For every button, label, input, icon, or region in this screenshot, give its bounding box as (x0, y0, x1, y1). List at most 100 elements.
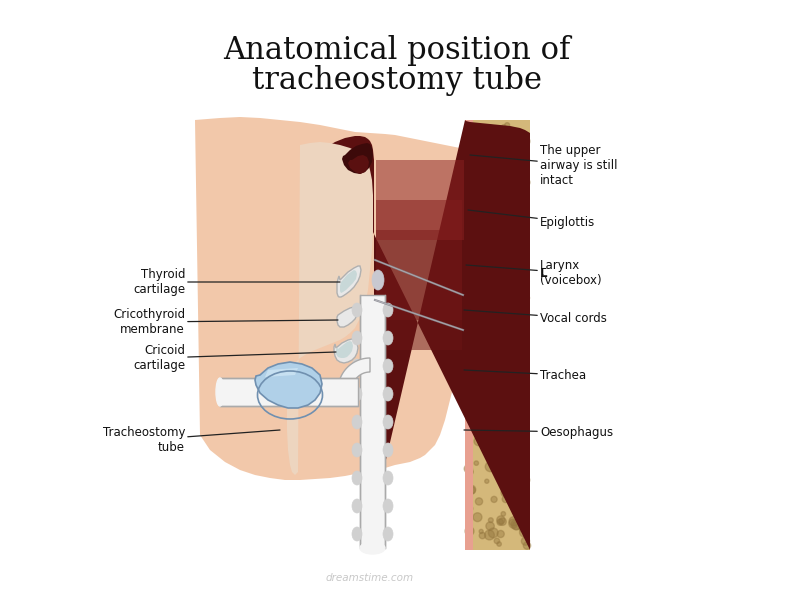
Circle shape (485, 479, 489, 483)
Circle shape (490, 243, 497, 250)
Circle shape (518, 336, 526, 343)
Circle shape (503, 261, 507, 265)
Polygon shape (376, 200, 462, 320)
Circle shape (466, 237, 476, 247)
Ellipse shape (383, 499, 393, 513)
Circle shape (507, 275, 515, 283)
Circle shape (512, 497, 518, 503)
Circle shape (503, 252, 511, 259)
Polygon shape (255, 362, 322, 408)
Circle shape (487, 159, 494, 167)
Circle shape (518, 159, 524, 165)
Polygon shape (376, 160, 464, 240)
Circle shape (502, 124, 506, 129)
Circle shape (470, 261, 480, 271)
Circle shape (497, 542, 501, 546)
Circle shape (514, 240, 518, 245)
Circle shape (472, 411, 476, 415)
Circle shape (505, 123, 510, 128)
Circle shape (466, 337, 472, 343)
Circle shape (515, 245, 522, 251)
Ellipse shape (352, 471, 362, 485)
Text: Anatomical position of: Anatomical position of (223, 35, 571, 65)
Circle shape (485, 239, 492, 246)
Circle shape (486, 522, 495, 530)
Circle shape (515, 211, 519, 215)
Polygon shape (465, 120, 473, 550)
Circle shape (521, 432, 528, 440)
Circle shape (464, 465, 472, 473)
Polygon shape (340, 270, 357, 293)
Circle shape (511, 462, 520, 471)
Circle shape (481, 199, 488, 206)
Circle shape (511, 356, 517, 363)
Ellipse shape (383, 303, 393, 317)
Circle shape (518, 286, 523, 290)
Circle shape (523, 295, 530, 301)
Circle shape (467, 485, 476, 494)
Circle shape (481, 135, 488, 142)
Circle shape (508, 461, 515, 466)
Circle shape (517, 312, 524, 320)
Circle shape (471, 169, 479, 177)
Circle shape (475, 304, 481, 310)
Circle shape (479, 293, 487, 301)
Circle shape (474, 437, 483, 446)
Circle shape (484, 167, 493, 176)
Ellipse shape (383, 331, 393, 345)
Circle shape (471, 133, 478, 140)
Circle shape (498, 446, 505, 453)
Circle shape (485, 240, 495, 249)
Circle shape (499, 296, 509, 305)
Ellipse shape (360, 542, 385, 554)
Circle shape (521, 137, 530, 146)
Circle shape (488, 392, 495, 399)
Circle shape (474, 461, 479, 465)
Circle shape (497, 530, 504, 537)
Circle shape (466, 369, 475, 378)
Circle shape (512, 522, 521, 530)
Circle shape (516, 386, 525, 395)
Polygon shape (348, 155, 369, 174)
Polygon shape (220, 378, 358, 406)
Circle shape (516, 400, 521, 405)
Circle shape (519, 528, 529, 537)
Text: Thyroid
cartilage: Thyroid cartilage (133, 268, 340, 296)
Circle shape (502, 496, 509, 503)
Ellipse shape (216, 378, 224, 406)
Circle shape (509, 263, 518, 273)
Circle shape (491, 171, 498, 178)
Circle shape (476, 139, 483, 145)
Circle shape (503, 310, 508, 316)
Circle shape (523, 179, 530, 186)
Polygon shape (360, 295, 385, 548)
Circle shape (484, 426, 493, 436)
Text: Oesophagus: Oesophagus (464, 425, 613, 439)
Circle shape (499, 518, 507, 525)
Circle shape (505, 443, 511, 449)
Circle shape (518, 167, 525, 174)
Circle shape (476, 498, 483, 505)
Circle shape (505, 127, 515, 137)
Circle shape (503, 164, 507, 168)
Circle shape (517, 140, 521, 144)
Circle shape (487, 385, 494, 392)
Circle shape (479, 153, 484, 158)
Text: Larynx
(voicebox): Larynx (voicebox) (466, 259, 602, 287)
Circle shape (470, 393, 474, 397)
Circle shape (471, 217, 478, 223)
Circle shape (513, 355, 520, 362)
Circle shape (515, 486, 518, 490)
Circle shape (519, 222, 524, 227)
Circle shape (488, 528, 498, 538)
Circle shape (497, 516, 505, 524)
Ellipse shape (372, 270, 384, 290)
Circle shape (493, 296, 499, 302)
Text: Epiglottis: Epiglottis (468, 210, 596, 228)
Circle shape (520, 522, 528, 530)
Circle shape (509, 448, 513, 452)
Circle shape (494, 144, 501, 151)
Circle shape (494, 538, 499, 544)
Circle shape (495, 250, 504, 259)
Text: dreamstime.com: dreamstime.com (326, 573, 414, 583)
